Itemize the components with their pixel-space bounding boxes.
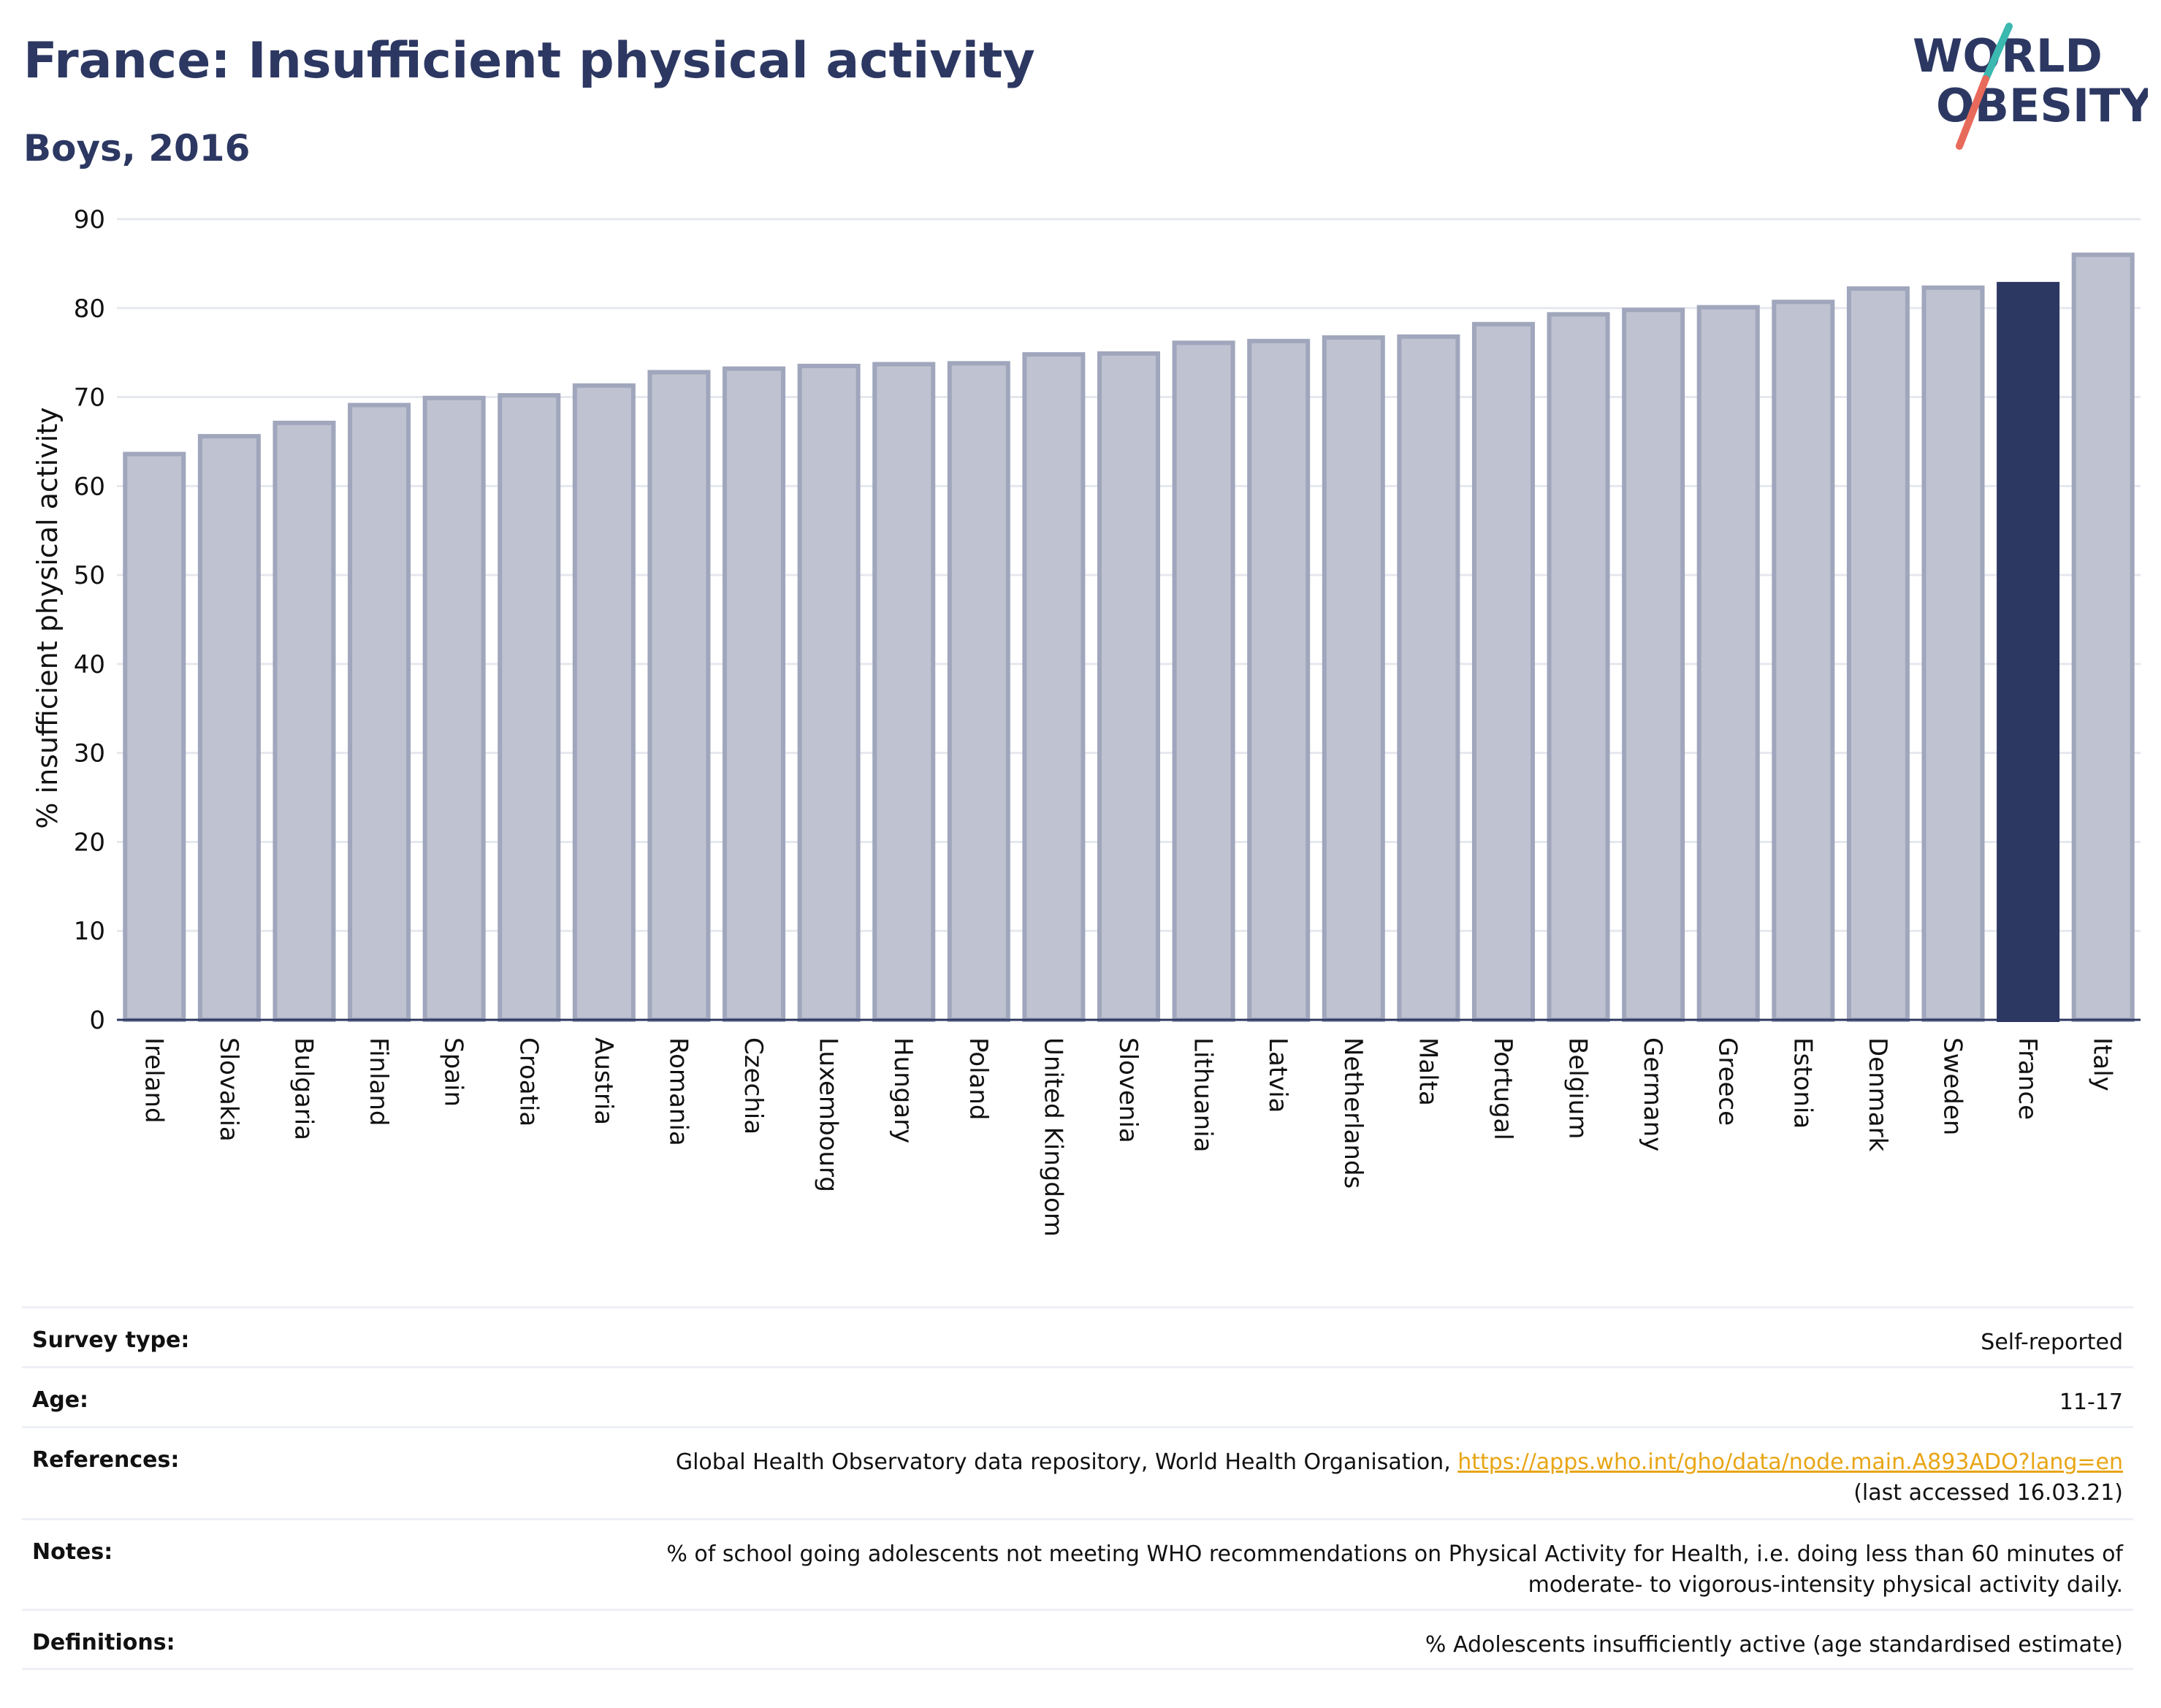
- info-table: Survey type: Self-reported Age: 11-17 Re…: [22, 1306, 2133, 1670]
- page-title: France: Insufficient physical activity: [23, 32, 1035, 90]
- bar-slovenia: [1097, 351, 1161, 1022]
- x-tick-label: Czechia: [739, 1037, 768, 1135]
- x-tick-label: Bulgaria: [289, 1037, 318, 1140]
- logo-slash-coral: [1956, 75, 1989, 150]
- x-tick-label: Lithuania: [1189, 1037, 1218, 1152]
- bar-slovakia: [197, 434, 261, 1022]
- bar-austria: [572, 383, 636, 1022]
- references-label: References:: [32, 1447, 180, 1473]
- info-row-references: References: Global Health Observatory da…: [22, 1426, 2133, 1518]
- x-tick-label: Slovenia: [1113, 1037, 1143, 1143]
- bar-netherlands: [1322, 335, 1385, 1023]
- x-tick-label: Finland: [364, 1037, 393, 1126]
- bar-finland: [348, 403, 411, 1022]
- x-tick-label: Slovakia: [214, 1037, 243, 1142]
- references-value: Global Health Observatory data repositor…: [676, 1428, 2123, 1518]
- x-tick-label: Malta: [1413, 1037, 1442, 1106]
- bar-latvia: [1247, 338, 1311, 1022]
- notes-label: Notes:: [32, 1539, 113, 1565]
- x-tick-label: Germany: [1638, 1037, 1667, 1151]
- x-tick-label: Latvia: [1263, 1037, 1292, 1113]
- bar-lithuania: [1172, 340, 1235, 1022]
- x-tick-label: France: [2013, 1037, 2042, 1120]
- notes-line-2: moderate- to vigorous-intensity physical…: [1528, 1572, 2123, 1598]
- bar-belgium: [1547, 312, 1610, 1022]
- x-tick-label: Croatia: [514, 1037, 543, 1126]
- bar-portugal: [1471, 321, 1535, 1023]
- x-tick-label: Sweden: [1938, 1037, 1967, 1135]
- bar-germany: [1622, 308, 1685, 1023]
- bar-sweden: [1921, 285, 1985, 1023]
- y-tick-label: 30: [74, 739, 105, 769]
- x-tick-label: Estonia: [1788, 1037, 1817, 1129]
- x-tick-label: United Kingdom: [1038, 1037, 1067, 1237]
- bar-united-kingdom: [1022, 352, 1086, 1022]
- y-axis-label: % insufficient physical activity: [31, 407, 64, 828]
- x-tick-labels: Ireland Slovakia Bulgaria Finland Spain Croat…: [139, 1037, 2116, 1237]
- x-tick-label: Ireland: [139, 1037, 168, 1124]
- bar-malta: [1397, 334, 1460, 1023]
- bar-hungary: [872, 362, 936, 1022]
- notes-line-1: % of school going adolescents not meetin…: [666, 1541, 2123, 1567]
- y-tick-label: 60: [74, 472, 105, 501]
- bar-france: [1997, 281, 2060, 1022]
- y-tick-label: 10: [74, 917, 105, 946]
- x-tick-label: Belgium: [1563, 1037, 1593, 1139]
- x-tick-label: Romania: [663, 1037, 693, 1146]
- info-row-survey-type: Survey type: Self-reported: [22, 1306, 2133, 1366]
- x-tick-label: Austria: [589, 1037, 618, 1125]
- bar-luxembourg: [797, 363, 861, 1022]
- x-tick-label: Poland: [964, 1037, 993, 1121]
- y-tick-label: 20: [74, 828, 105, 857]
- bar-ireland: [123, 451, 186, 1022]
- info-row-age: Age: 11-17: [22, 1366, 2133, 1426]
- age-value: 11-17: [2059, 1389, 2123, 1415]
- bar-estonia: [1772, 300, 1835, 1022]
- bar-chart: 0 10 20 30 40 50 60 70 80 90 Ireland Slovakia Bulga…: [31, 205, 2141, 1237]
- survey-type-value: Self-reported: [1981, 1330, 2123, 1355]
- x-tick-label: Spain: [439, 1037, 468, 1107]
- bar-czechia: [723, 366, 786, 1022]
- bar-greece: [1696, 305, 1760, 1022]
- info-row-notes: Notes: % of school going adolescents not…: [22, 1518, 2133, 1609]
- y-tick-label: 0: [89, 1006, 105, 1035]
- bar-spain: [422, 395, 486, 1022]
- x-tick-label: Denmark: [1863, 1037, 1892, 1152]
- bar-italy: [2071, 252, 2135, 1023]
- references-accessed: (last accessed 16.03.21): [1853, 1480, 2123, 1506]
- logo-slash-teal: [1982, 23, 2013, 83]
- x-tick-label: Netherlands: [1338, 1037, 1368, 1189]
- y-tick-label: 40: [74, 650, 105, 679]
- y-tick-labels: 0 10 20 30 40 50 60 70 80 90: [74, 205, 105, 1035]
- x-tick-label: Italy: [2088, 1037, 2117, 1091]
- definitions-value: % Adolescents insufficiently active (age…: [1425, 1632, 2123, 1658]
- x-tick-label: Greece: [1713, 1037, 1742, 1126]
- y-tick-label: 90: [74, 205, 105, 235]
- y-tick-label: 80: [74, 294, 105, 324]
- x-tick-label: Luxembourg: [814, 1037, 843, 1192]
- info-row-definitions: Definitions: % Adolescents insufficientl…: [22, 1609, 2133, 1670]
- age-label: Age:: [32, 1387, 89, 1413]
- bar-denmark: [1846, 286, 1910, 1022]
- bars: [123, 252, 2135, 1023]
- bar-romania: [647, 370, 711, 1022]
- survey-type-label: Survey type:: [32, 1327, 190, 1353]
- definitions-label: Definitions:: [32, 1630, 175, 1655]
- x-tick-label: Hungary: [888, 1037, 918, 1143]
- y-tick-label: 70: [74, 384, 105, 413]
- bar-poland: [947, 361, 1010, 1022]
- world-obesity-logo: WORLD OBESITY: [1913, 23, 2148, 150]
- references-link[interactable]: https://apps.who.int/gho/data/node.main.…: [1457, 1449, 2123, 1475]
- bar-bulgaria: [272, 420, 336, 1022]
- y-tick-label: 50: [74, 561, 105, 590]
- x-tick-label: Portugal: [1488, 1037, 1517, 1140]
- bar-croatia: [498, 393, 561, 1022]
- page-subtitle: Boys, 2016: [23, 127, 251, 169]
- references-text: Global Health Observatory data repositor…: [675, 1449, 1458, 1475]
- notes-value: % of school going adolescents not meetin…: [666, 1520, 2123, 1609]
